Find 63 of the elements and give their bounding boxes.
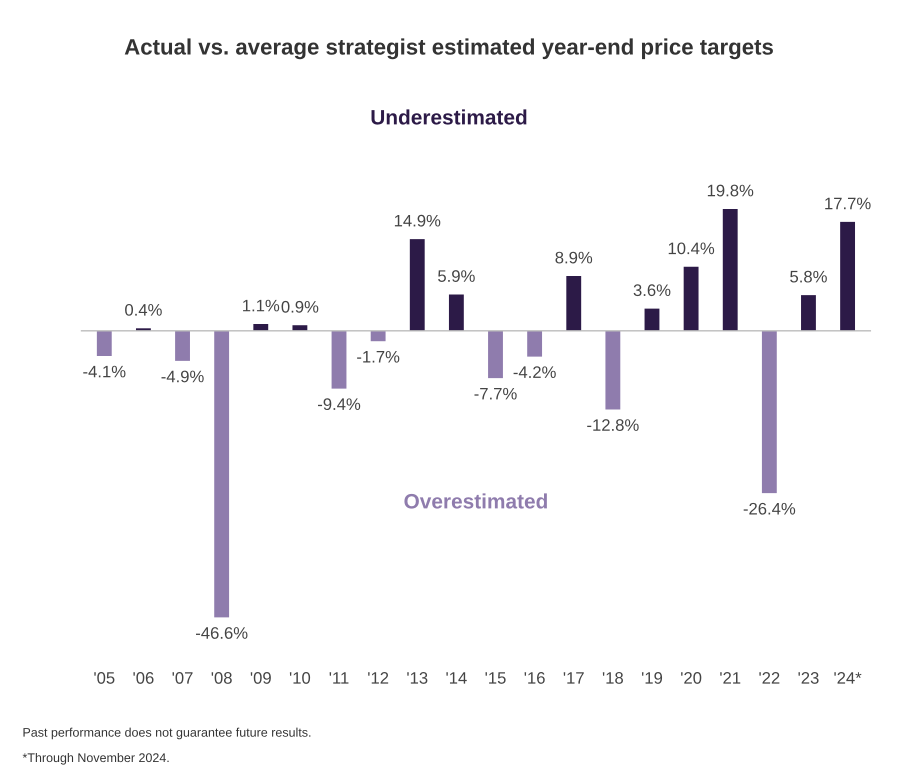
x-tick-label: '07	[172, 672, 193, 684]
data-label: 0.4%	[125, 304, 162, 316]
bar	[527, 330, 542, 357]
data-label: -4.1%	[83, 366, 126, 378]
x-tick-label: '06	[133, 672, 154, 684]
x-tick-label: '10	[290, 672, 310, 684]
data-label: 5.9%	[438, 270, 475, 282]
data-label: -4.9%	[162, 370, 204, 382]
x-tick-label: '18	[602, 672, 623, 684]
text: Underestimated	[372, 109, 526, 125]
x-tick-label: '13	[407, 672, 428, 684]
text: *Through November 2024.	[22, 752, 169, 765]
bar	[410, 239, 425, 331]
bar	[370, 330, 386, 342]
bar	[292, 325, 308, 331]
data-label: 0.9%	[282, 300, 318, 313]
data-label: -4.2%	[514, 366, 556, 378]
bar	[644, 308, 660, 331]
x-tick-label: '08	[212, 672, 232, 684]
bar	[96, 330, 112, 356]
x-tick-label: '20	[681, 672, 702, 684]
data-label: -7.7%	[474, 388, 517, 400]
bar	[488, 330, 503, 378]
text: Past performance does not guarantee future results.	[23, 728, 310, 740]
bar	[605, 330, 620, 410]
data-label: 14.9%	[394, 214, 440, 227]
bar	[684, 266, 699, 331]
x-tick-label: '19	[642, 672, 662, 684]
bar	[840, 222, 856, 331]
data-label: 10.4%	[668, 242, 714, 254]
x-tick-label: '16	[524, 672, 545, 684]
bar	[801, 295, 816, 331]
x-tick-label: '14	[446, 672, 467, 684]
annotation: Overestimated	[404, 493, 547, 509]
data-label: -1.7%	[357, 350, 400, 363]
data-label: 3.6%	[634, 284, 670, 296]
data-label: -46.6%	[196, 627, 248, 639]
data-label: 17.7%	[825, 198, 871, 210]
data-label: 1.1%	[243, 300, 280, 312]
x-tick-label: '24*	[834, 672, 862, 684]
x-tick-label: '22	[759, 672, 780, 684]
data-label: 5.8%	[790, 270, 827, 283]
data-label: 8.9%	[555, 252, 592, 264]
x-tick-label: '11	[330, 672, 348, 684]
data-label: -12.8%	[587, 419, 639, 431]
bar	[332, 330, 346, 389]
bar	[448, 294, 464, 331]
x-tick-label: '21	[720, 672, 740, 684]
bar	[722, 208, 738, 331]
data-label: -9.4%	[318, 398, 360, 410]
data-label: -26.4%	[744, 502, 796, 515]
chart-title: Actual vs. average strategist estimated year-end price targets	[124, 38, 773, 60]
x-tick-label: '05	[94, 672, 114, 684]
bar	[566, 276, 582, 331]
x-tick-label: '12	[368, 672, 388, 684]
bar	[214, 330, 230, 618]
x-tick-label: '15	[485, 672, 506, 684]
bar	[175, 330, 190, 361]
x-tick-label: '17	[564, 672, 584, 684]
bar	[762, 330, 777, 494]
x-tick-label: '23	[798, 672, 819, 684]
data-label: 19.8%	[708, 184, 754, 196]
x-tick-label: '09	[250, 672, 271, 684]
